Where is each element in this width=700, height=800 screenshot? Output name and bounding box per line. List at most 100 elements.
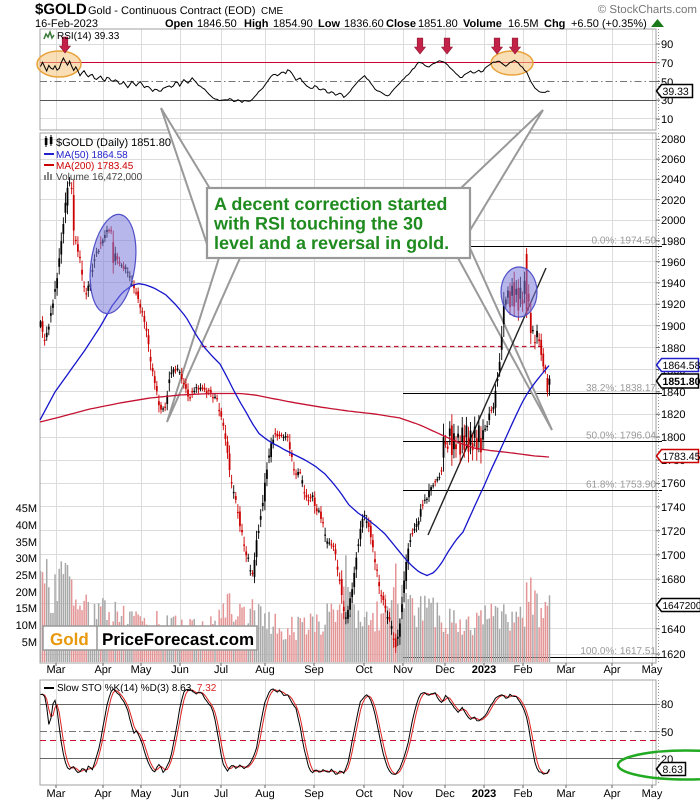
svg-text:30M: 30M [16, 553, 37, 565]
svg-text:Apr: Apr [94, 788, 111, 800]
svg-text:40M: 40M [16, 520, 37, 532]
svg-text:50: 50 [661, 727, 673, 739]
svg-text:1960: 1960 [661, 257, 685, 269]
svg-text:Sep: Sep [304, 664, 324, 676]
svg-text:1864.58: 1864.58 [663, 360, 700, 372]
svg-text:2040: 2040 [661, 174, 685, 186]
svg-text:MA(50) 1864.58: MA(50) 1864.58 [56, 150, 128, 161]
svg-text:1680: 1680 [661, 574, 685, 586]
svg-text:Dec: Dec [435, 664, 455, 676]
svg-text:1820: 1820 [661, 409, 685, 421]
svg-text:8.63: 8.63 [663, 764, 684, 776]
svg-text:© StockCharts.com: © StockCharts.com [598, 4, 697, 16]
svg-text:1700: 1700 [661, 550, 685, 562]
svg-text:25M: 25M [16, 570, 37, 582]
svg-text:May: May [642, 788, 663, 800]
svg-text:High: High [244, 18, 269, 30]
svg-text:70: 70 [661, 58, 673, 70]
svg-text:with RSI touching the 30: with RSI touching the 30 [213, 214, 423, 234]
svg-text:15M: 15M [16, 603, 37, 615]
svg-text:39.33: 39.33 [663, 86, 689, 98]
svg-text:May: May [642, 664, 663, 676]
svg-text:Apr: Apr [603, 664, 620, 676]
svg-text:1647200: 1647200 [663, 601, 700, 612]
svg-text:2080: 2080 [661, 134, 685, 146]
svg-text:10M: 10M [16, 620, 37, 632]
svg-text:Jul: Jul [214, 664, 228, 676]
svg-text:Apr: Apr [603, 788, 620, 800]
svg-text:Feb: Feb [514, 788, 533, 800]
svg-text:Chg: Chg [544, 18, 565, 30]
svg-text:16.5M: 16.5M [508, 18, 539, 30]
svg-text:Sep: Sep [304, 788, 324, 800]
svg-text:1846.50: 1846.50 [197, 18, 237, 30]
svg-text:10: 10 [661, 114, 673, 126]
svg-text:20M: 20M [16, 587, 37, 599]
svg-text:Aug: Aug [255, 788, 275, 800]
svg-text:90: 90 [661, 39, 673, 51]
svg-text:1851.80: 1851.80 [418, 18, 458, 30]
svg-text:Volume: Volume [463, 18, 502, 30]
svg-text:2060: 2060 [661, 154, 685, 166]
svg-text:$GOLD: $GOLD [35, 1, 87, 18]
svg-text:1920: 1920 [661, 299, 685, 311]
svg-text:1840: 1840 [661, 387, 685, 399]
svg-text:Feb: Feb [514, 664, 533, 676]
svg-text:+6.50 (+0.35%): +6.50 (+0.35%) [571, 18, 647, 30]
svg-text:Jun: Jun [171, 788, 189, 800]
svg-text:Nov: Nov [393, 788, 413, 800]
svg-text:1640: 1640 [661, 624, 685, 636]
svg-text:100.0%: 1617.51: 100.0%: 1617.51 [580, 646, 656, 657]
svg-text:0.0%: 1974.50: 0.0%: 1974.50 [592, 236, 657, 247]
svg-text:1836.60: 1836.60 [344, 18, 384, 30]
svg-text:Nov: Nov [393, 664, 413, 676]
svg-text:Aug: Aug [255, 664, 275, 676]
svg-text:May: May [131, 788, 152, 800]
svg-text:PriceForecast.com: PriceForecast.com [102, 630, 254, 649]
svg-text:1720: 1720 [661, 526, 685, 538]
svg-text:16-Feb-2023: 16-Feb-2023 [35, 18, 98, 30]
svg-text:61.8%: 1753.90: 61.8%: 1753.90 [586, 480, 656, 491]
svg-text:1940: 1940 [661, 278, 685, 290]
svg-text:Oct: Oct [355, 788, 372, 800]
svg-text:CME: CME [261, 6, 284, 17]
svg-text:May: May [131, 664, 152, 676]
svg-text:MA(200) 1783.45: MA(200) 1783.45 [56, 161, 134, 172]
svg-text:Volume 16,472,000: Volume 16,472,000 [56, 172, 143, 183]
svg-text:1620: 1620 [661, 649, 685, 661]
svg-text:Gold: Gold [50, 630, 89, 649]
svg-text:Mar: Mar [557, 788, 576, 800]
svg-text:1880: 1880 [661, 343, 685, 355]
svg-text:1740: 1740 [661, 502, 685, 514]
svg-text:1851.80: 1851.80 [663, 376, 700, 388]
svg-text:Open: Open [165, 18, 193, 30]
svg-text:38.2%: 1838.17: 38.2%: 1838.17 [586, 383, 656, 394]
svg-text:Oct: Oct [355, 664, 372, 676]
svg-text:Mar: Mar [47, 788, 66, 800]
svg-text:Slow STO %K(14) %D(3) 8.63, 7.: Slow STO %K(14) %D(3) 8.63, 7.32 [57, 683, 217, 694]
svg-text:1854.90: 1854.90 [273, 18, 313, 30]
svg-text:Apr: Apr [94, 664, 111, 676]
svg-text:Jul: Jul [214, 788, 228, 800]
svg-text:50.0%: 1796.04: 50.0%: 1796.04 [586, 431, 656, 442]
svg-text:1760: 1760 [661, 478, 685, 490]
svg-text:Close: Close [386, 18, 416, 30]
svg-text:2000: 2000 [661, 215, 685, 227]
svg-text:Dec: Dec [435, 788, 455, 800]
svg-text:A decent correction started: A decent correction started [214, 194, 447, 214]
svg-text:1783.45: 1783.45 [663, 451, 700, 463]
svg-text:Mar: Mar [47, 664, 66, 676]
svg-text:2020: 2020 [661, 195, 685, 207]
svg-text:5M: 5M [22, 637, 37, 649]
svg-text:Gold - Continuous Contract (EO: Gold - Continuous Contract (EOD) [88, 5, 256, 17]
svg-text:$GOLD (Daily) 1851.80: $GOLD (Daily) 1851.80 [56, 137, 171, 149]
svg-text:Mar: Mar [557, 664, 576, 676]
svg-text:Low: Low [318, 18, 340, 30]
svg-text:Jun: Jun [171, 664, 189, 676]
svg-text:1800: 1800 [661, 432, 685, 444]
svg-text:1980: 1980 [661, 236, 685, 248]
svg-text:2023: 2023 [472, 664, 496, 676]
svg-text:35M: 35M [16, 537, 37, 549]
svg-text:80: 80 [661, 699, 673, 711]
svg-text:45M: 45M [16, 503, 37, 515]
